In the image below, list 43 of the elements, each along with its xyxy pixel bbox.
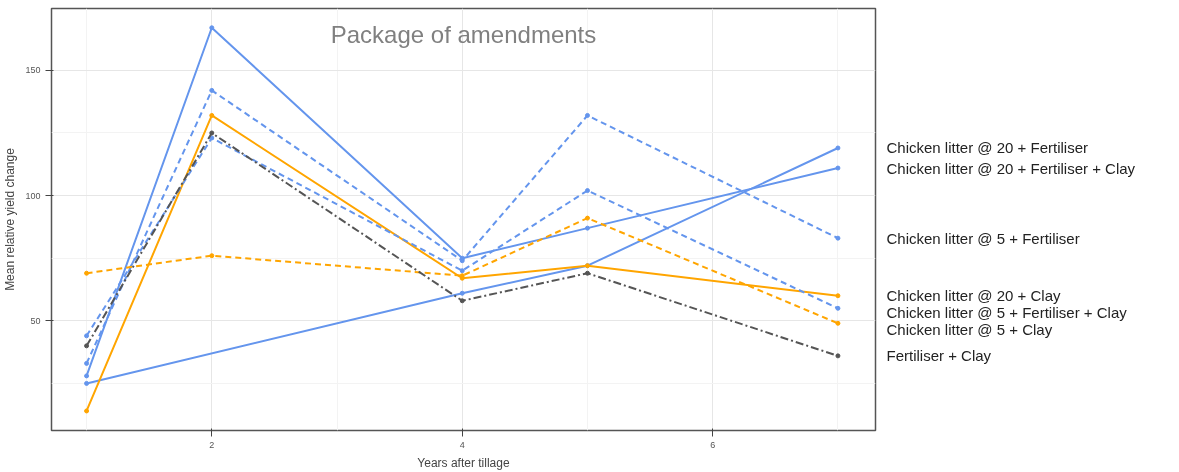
x-axis-title: Years after tillage — [417, 455, 510, 470]
point — [84, 343, 90, 349]
point — [584, 215, 590, 221]
point — [584, 112, 590, 118]
point — [835, 293, 841, 299]
point — [209, 87, 215, 93]
text: Package of amendments — [330, 20, 597, 48]
point — [209, 112, 215, 118]
point — [84, 360, 90, 366]
point — [835, 165, 841, 171]
point — [835, 320, 841, 326]
text: Chicken litter @ 20 + Fertiliser + Clay — [886, 159, 1136, 177]
point — [584, 188, 590, 194]
point — [835, 353, 841, 359]
point — [84, 408, 90, 414]
point — [835, 235, 841, 241]
text: Chicken litter @ 5 + Fertiliser + Clay — [886, 304, 1128, 322]
point — [209, 130, 215, 136]
y-axis-title: Mean relative yield change — [3, 147, 18, 291]
point — [584, 225, 590, 231]
point — [584, 270, 590, 276]
point — [84, 333, 90, 339]
point — [835, 305, 841, 311]
y-tick-label: 50 — [30, 315, 41, 326]
x-tick-label: 4 — [459, 439, 465, 450]
text: Chicken litter @ 20 + Clay — [886, 287, 1062, 305]
y-tick-label: 150 — [25, 65, 41, 76]
point — [209, 253, 215, 259]
point — [835, 145, 841, 151]
point — [84, 373, 90, 379]
point — [84, 380, 90, 386]
text: Chicken litter @ 20 + Fertiliser — [886, 139, 1089, 157]
point — [84, 270, 90, 276]
x-tick-label: 2 — [209, 439, 215, 450]
point — [459, 268, 465, 274]
x-tick-label: 6 — [710, 439, 716, 450]
point — [459, 290, 465, 296]
y-tick-label: 100 — [25, 190, 41, 201]
text: Chicken litter @ 5 + Fertiliser — [886, 229, 1080, 247]
text: Chicken litter @ 5 + Clay — [886, 321, 1053, 339]
point — [209, 25, 215, 31]
point — [459, 298, 465, 304]
text: Fertiliser + Clay — [886, 347, 992, 365]
